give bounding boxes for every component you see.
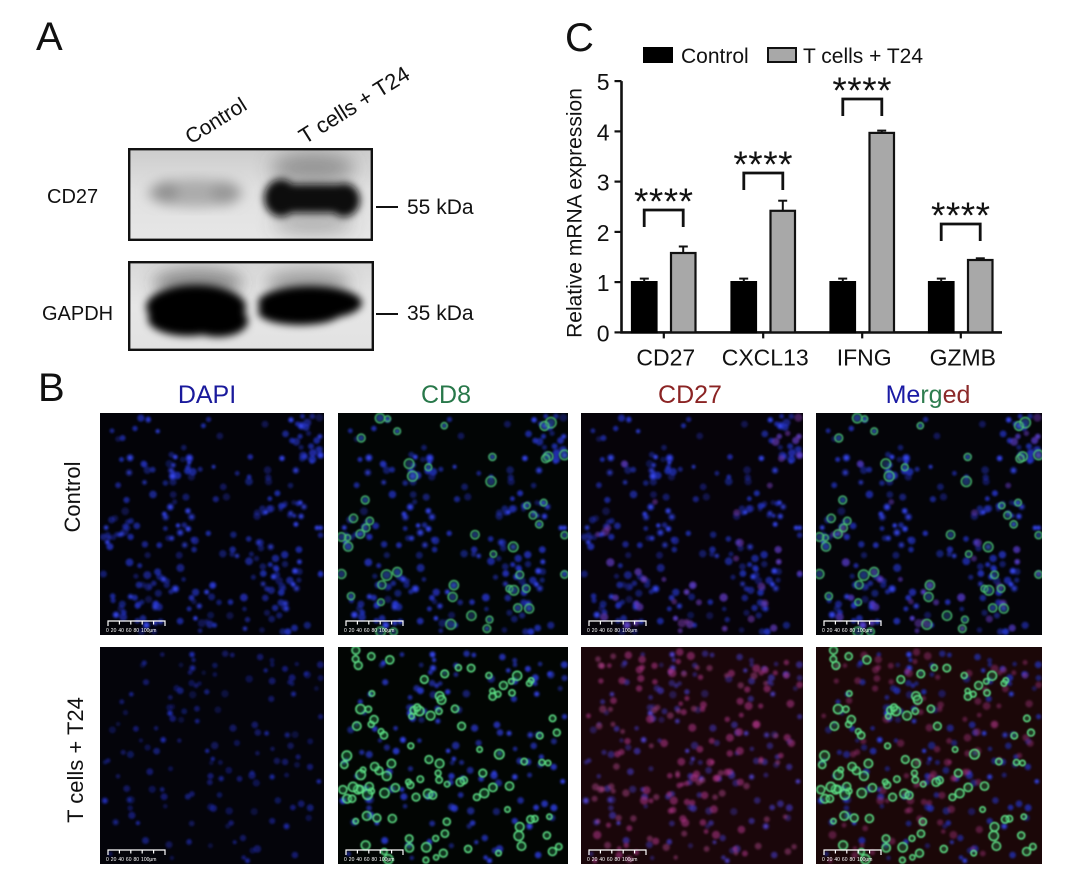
svg-text:0 20 40 60 80 100μm: 0 20 40 60 80 100μm bbox=[106, 857, 156, 863]
svg-text:****: **** bbox=[832, 70, 892, 111]
svg-text:CXCL13: CXCL13 bbox=[722, 344, 809, 370]
svg-text:CD27: CD27 bbox=[636, 344, 695, 370]
svg-text:2: 2 bbox=[597, 220, 610, 246]
svg-text:0 20 40 60 80 100μm: 0 20 40 60 80 100μm bbox=[587, 857, 637, 863]
svg-text:****: **** bbox=[634, 181, 694, 222]
svg-text:0 20 40 60 80 100μm: 0 20 40 60 80 100μm bbox=[344, 857, 394, 863]
svg-text:0 20 40 60 80 100μm: 0 20 40 60 80 100μm bbox=[587, 628, 637, 634]
svg-text:4: 4 bbox=[597, 119, 610, 145]
svg-text:****: **** bbox=[931, 195, 991, 236]
svg-text:0: 0 bbox=[597, 320, 610, 346]
svg-text:****: **** bbox=[733, 144, 793, 185]
svg-text:GZMB: GZMB bbox=[930, 344, 996, 370]
svg-text:1: 1 bbox=[597, 270, 610, 296]
svg-text:5: 5 bbox=[597, 69, 610, 95]
svg-text:3: 3 bbox=[597, 170, 610, 196]
svg-text:0 20 40 60 80 100μm: 0 20 40 60 80 100μm bbox=[822, 628, 872, 634]
svg-text:IFNG: IFNG bbox=[837, 344, 892, 370]
svg-text:0 20 40 60 80 100μm: 0 20 40 60 80 100μm bbox=[822, 857, 872, 863]
svg-text:0 20 40 60 80 100μm: 0 20 40 60 80 100μm bbox=[344, 628, 394, 634]
svg-text:0 20 40 60 80 100μm: 0 20 40 60 80 100μm bbox=[106, 628, 156, 634]
